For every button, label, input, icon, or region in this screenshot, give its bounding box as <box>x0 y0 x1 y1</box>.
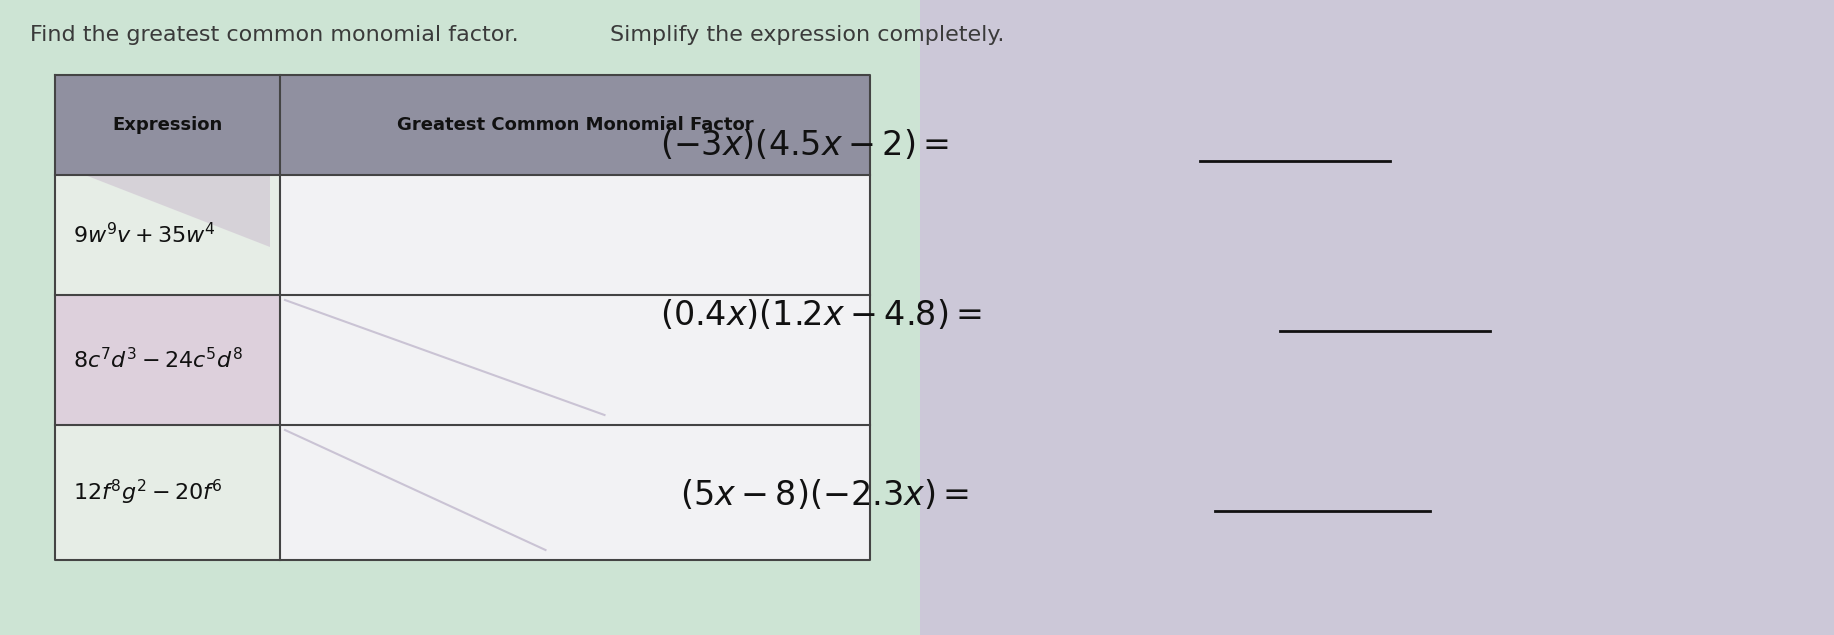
Bar <box>281 295 869 425</box>
Polygon shape <box>84 175 270 247</box>
Text: Simplify the expression completely.: Simplify the expression completely. <box>611 25 1005 45</box>
Text: $(0.4x)(1.2x-4.8)=$: $(0.4x)(1.2x-4.8)=$ <box>660 298 981 332</box>
Bar <box>55 425 281 560</box>
Bar <box>281 175 869 295</box>
Text: $(-3x)(4.5x-2)=$: $(-3x)(4.5x-2)=$ <box>660 128 948 162</box>
Text: Expression: Expression <box>112 116 222 134</box>
Bar <box>281 425 869 560</box>
Text: Greatest Common Monomial Factor: Greatest Common Monomial Factor <box>396 116 754 134</box>
Bar <box>0 0 921 635</box>
Bar <box>55 295 281 425</box>
Bar <box>921 0 1834 635</box>
Text: $12f^8g^2 - 20f^6$: $12f^8g^2 - 20f^6$ <box>73 478 222 507</box>
Text: $9w^9v + 35w^4$: $9w^9v + 35w^4$ <box>73 222 216 248</box>
Text: $(5x-8)(-2.3x)=$: $(5x-8)(-2.3x)=$ <box>680 478 968 512</box>
Bar <box>55 175 281 295</box>
Bar <box>55 75 869 175</box>
Text: Find the greatest common monomial factor.: Find the greatest common monomial factor… <box>29 25 519 45</box>
Text: $8c^7d^3 - 24c^5d^8$: $8c^7d^3 - 24c^5d^8$ <box>73 347 242 373</box>
